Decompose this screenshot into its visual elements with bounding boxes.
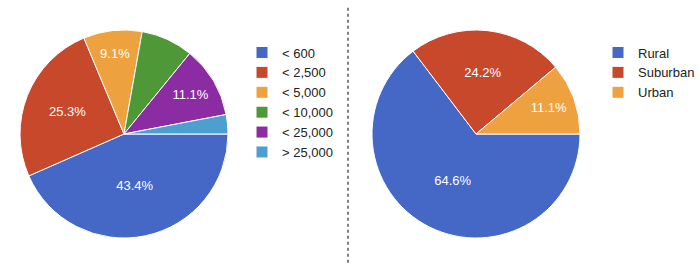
svg-text:< 2,500: < 2,500 (282, 65, 326, 80)
svg-text:9.1%: 9.1% (100, 46, 130, 61)
svg-text:25.3%: 25.3% (49, 104, 86, 119)
svg-text:< 5,000: < 5,000 (282, 85, 326, 100)
svg-text:Suburban: Suburban (638, 65, 694, 80)
svg-text:< 10,000: < 10,000 (282, 105, 333, 120)
svg-text:< 25,000: < 25,000 (282, 125, 333, 140)
svg-text:43.4%: 43.4% (116, 178, 153, 193)
svg-text:11.1%: 11.1% (531, 100, 567, 115)
svg-text:> 25,000: > 25,000 (282, 145, 333, 160)
svg-text:< 600: < 600 (282, 46, 315, 61)
svg-text:Urban: Urban (638, 85, 673, 100)
svg-text:11.1%: 11.1% (172, 87, 208, 102)
svg-text:24.2%: 24.2% (464, 65, 501, 80)
svg-text:64.6%: 64.6% (434, 173, 471, 188)
svg-text:Rural: Rural (638, 46, 669, 61)
